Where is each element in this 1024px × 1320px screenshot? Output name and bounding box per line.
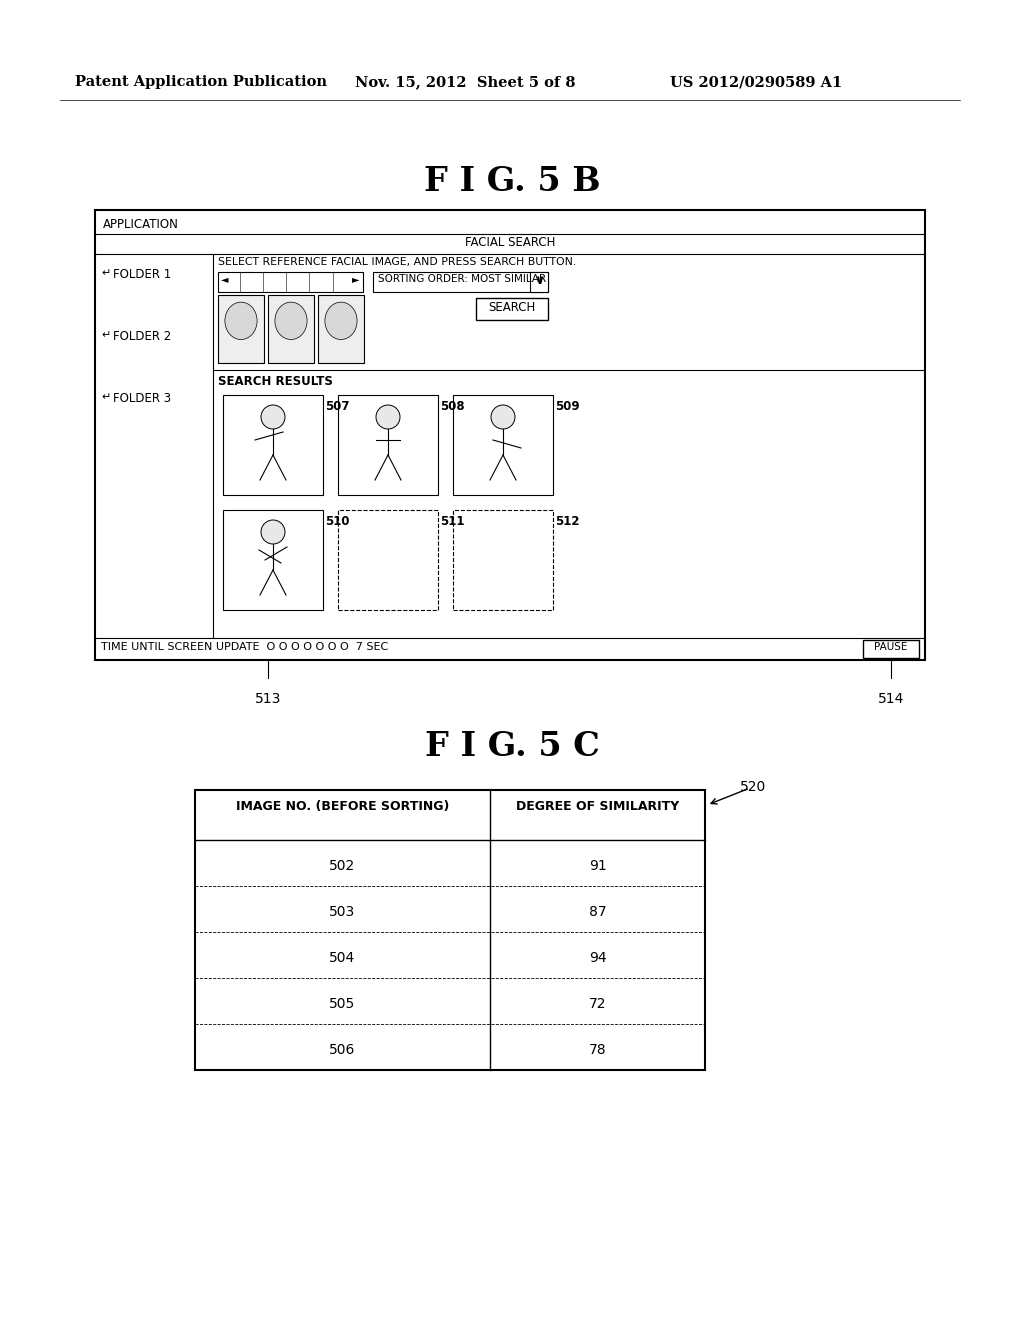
Text: PAUSE: PAUSE — [874, 642, 907, 652]
Bar — [863, 640, 919, 657]
Text: SEARCH RESULTS: SEARCH RESULTS — [218, 375, 333, 388]
Bar — [338, 510, 438, 610]
Bar — [453, 395, 553, 495]
Text: 508: 508 — [440, 400, 465, 413]
Text: 72: 72 — [589, 997, 606, 1011]
Bar — [338, 395, 438, 495]
Text: 509: 509 — [555, 400, 580, 413]
Text: F I G. 5 C: F I G. 5 C — [425, 730, 599, 763]
Text: SORTING ORDER: MOST SIMILAR: SORTING ORDER: MOST SIMILAR — [378, 275, 546, 284]
Text: FOLDER 3: FOLDER 3 — [113, 392, 171, 405]
Text: ↵: ↵ — [101, 392, 111, 403]
Text: 512: 512 — [555, 515, 580, 528]
Bar — [218, 272, 362, 292]
Text: 507: 507 — [325, 400, 349, 413]
Text: ∨: ∨ — [534, 275, 544, 286]
Text: 514: 514 — [878, 692, 904, 706]
Text: US 2012/0290589 A1: US 2012/0290589 A1 — [670, 75, 843, 88]
Text: DEGREE OF SIMILARITY: DEGREE OF SIMILARITY — [516, 800, 679, 813]
Text: Patent Application Publication: Patent Application Publication — [75, 75, 327, 88]
Text: 505: 505 — [330, 997, 355, 1011]
Text: 504: 504 — [330, 950, 355, 965]
Bar — [223, 510, 323, 610]
Ellipse shape — [225, 302, 257, 339]
Text: SEARCH: SEARCH — [488, 301, 536, 314]
Text: ↵: ↵ — [101, 268, 111, 279]
Bar — [373, 272, 548, 292]
Text: TIME UNTIL SCREEN UPDATE  O O O O O O O  7 SEC: TIME UNTIL SCREEN UPDATE O O O O O O O 7… — [101, 642, 388, 652]
Text: FACIAL SEARCH: FACIAL SEARCH — [465, 236, 555, 249]
Text: 520: 520 — [740, 780, 766, 795]
Bar — [453, 510, 553, 610]
Text: ↵: ↵ — [101, 330, 111, 341]
Bar — [223, 395, 323, 495]
Text: 91: 91 — [589, 859, 606, 873]
Text: 94: 94 — [589, 950, 606, 965]
Text: 87: 87 — [589, 906, 606, 919]
Text: APPLICATION: APPLICATION — [103, 218, 179, 231]
Text: 502: 502 — [330, 859, 355, 873]
Bar — [95, 210, 925, 660]
Bar — [476, 298, 548, 319]
Ellipse shape — [274, 302, 307, 339]
Text: 511: 511 — [440, 515, 465, 528]
Bar — [218, 294, 264, 363]
Ellipse shape — [325, 302, 357, 339]
Text: FOLDER 2: FOLDER 2 — [113, 330, 171, 343]
Text: 510: 510 — [325, 515, 349, 528]
Text: SELECT REFERENCE FACIAL IMAGE, AND PRESS SEARCH BUTTON.: SELECT REFERENCE FACIAL IMAGE, AND PRESS… — [218, 257, 577, 267]
Circle shape — [261, 520, 285, 544]
Text: ◄: ◄ — [221, 275, 228, 284]
Bar — [268, 294, 314, 363]
Text: F I G. 5 B: F I G. 5 B — [424, 165, 600, 198]
Text: FOLDER 1: FOLDER 1 — [113, 268, 171, 281]
Text: 506: 506 — [330, 1043, 355, 1057]
Bar — [318, 294, 364, 363]
Circle shape — [376, 405, 400, 429]
Text: Nov. 15, 2012  Sheet 5 of 8: Nov. 15, 2012 Sheet 5 of 8 — [355, 75, 575, 88]
Circle shape — [261, 405, 285, 429]
Bar — [195, 789, 705, 1071]
Text: 78: 78 — [589, 1043, 606, 1057]
Circle shape — [490, 405, 515, 429]
Text: 503: 503 — [330, 906, 355, 919]
Bar — [530, 272, 548, 292]
Text: ►: ► — [352, 275, 359, 284]
Text: IMAGE NO. (BEFORE SORTING): IMAGE NO. (BEFORE SORTING) — [236, 800, 450, 813]
Text: 513: 513 — [255, 692, 282, 706]
